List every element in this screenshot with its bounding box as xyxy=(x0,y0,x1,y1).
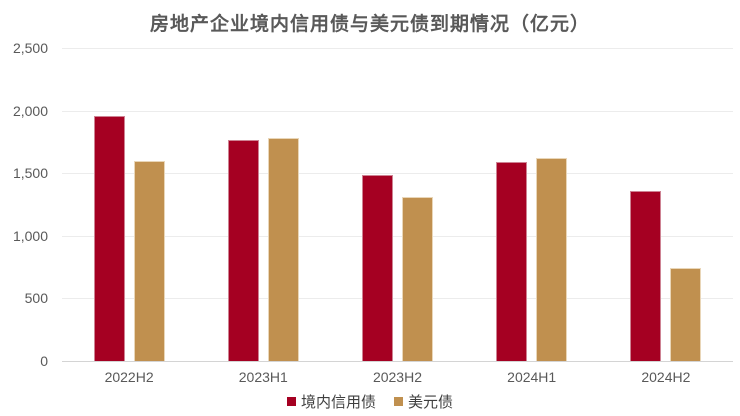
legend-label: 美元债 xyxy=(408,393,454,411)
legend-swatch-icon xyxy=(286,396,296,406)
bar-domestic-credit-bond-2024H1 xyxy=(496,161,528,361)
bar-usd-bond-2024H1 xyxy=(536,158,568,361)
x-tick-label: 2022H2 xyxy=(104,369,154,385)
legend-label: 境内信用债 xyxy=(300,393,376,411)
x-axis-line xyxy=(62,361,733,362)
x-tick-label: 2024H1 xyxy=(507,369,557,385)
bar-domestic-credit-bond-2023H2 xyxy=(362,175,393,361)
gridline xyxy=(62,173,733,175)
bar-domestic-credit-bond-2023H1 xyxy=(227,140,259,361)
x-tick-label: 2023H1 xyxy=(238,369,288,385)
bar-usd-bond-2023H2 xyxy=(402,197,433,361)
bar-domestic-credit-bond-2022H2 xyxy=(93,116,125,361)
bar-usd-bond-2023H1 xyxy=(267,138,299,361)
y-tick-label: 1,500 xyxy=(12,165,48,182)
legend-swatch-icon xyxy=(394,396,403,406)
x-tick-label: 2023H2 xyxy=(372,369,422,385)
legend: 境内信用债 美元债 xyxy=(0,391,740,411)
y-axis: 0 500 1,000 1,500 2,000 2,500 xyxy=(0,0,48,416)
gridline xyxy=(62,110,733,112)
y-tick-label: 2,000 xyxy=(12,102,48,119)
gridline xyxy=(62,298,733,300)
x-tick-label: 2024H2 xyxy=(641,369,691,385)
chart-title: 房地产企业境内信用债与美元债到期情况（亿元） xyxy=(149,14,590,35)
gridline xyxy=(62,235,733,237)
y-tick-label: 1,000 xyxy=(12,227,48,244)
plot-area xyxy=(62,48,733,362)
y-tick-label: 500 xyxy=(24,290,48,307)
legend-item-domestic-credit-bond: 境内信用债 xyxy=(286,391,376,412)
y-tick-label: 0 xyxy=(40,353,48,369)
bar-usd-bond-2022H2 xyxy=(133,161,165,361)
legend-item-usd-bond: 美元债 xyxy=(394,391,453,412)
y-tick-label: 2,500 xyxy=(12,40,48,56)
bar-domestic-credit-bond-2024H2 xyxy=(630,191,662,361)
gridline xyxy=(62,48,733,49)
x-axis: 2022H2 2023H1 2023H2 2024H1 2024H2 xyxy=(62,367,733,387)
bar-usd-bond-2024H2 xyxy=(670,268,702,361)
